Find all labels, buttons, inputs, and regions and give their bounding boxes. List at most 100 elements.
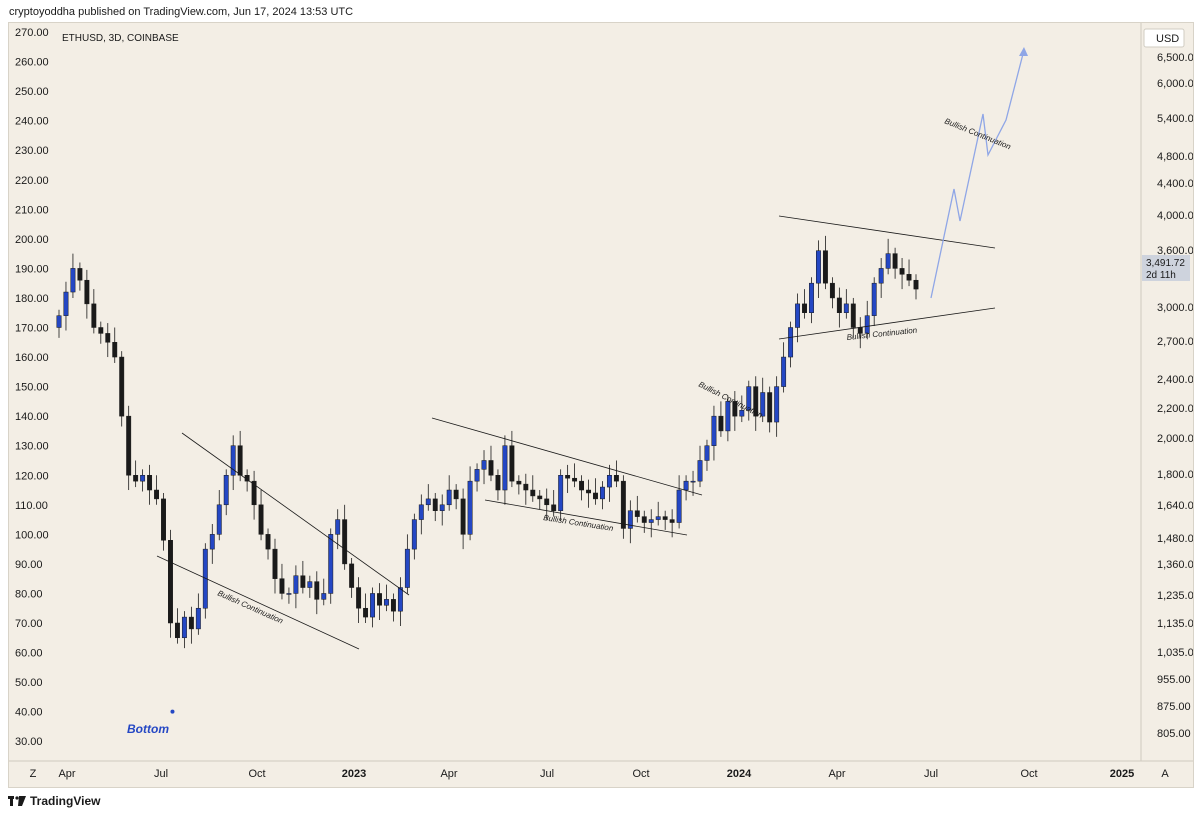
- candle-body: [230, 445, 236, 476]
- annotation-label: Bottom: [127, 722, 169, 736]
- candle-body: [676, 489, 682, 523]
- right-axis-tick: 2,700.00: [1157, 336, 1193, 348]
- bottom-marker-dot: [170, 709, 175, 714]
- left-axis-tick: 150.00: [15, 382, 49, 394]
- candle-body: [795, 303, 801, 328]
- candle-body: [732, 401, 738, 417]
- candle-body: [600, 486, 605, 500]
- trend-line: [181, 432, 410, 596]
- candle-body: [718, 415, 724, 432]
- candle-body: [377, 593, 382, 606]
- candle-body: [460, 498, 466, 535]
- candle-body: [711, 415, 717, 446]
- x-axis-tick: Z: [30, 768, 37, 780]
- candle-body: [878, 268, 884, 284]
- right-axis-tick: 4,000.00: [1157, 210, 1193, 222]
- candle-body: [746, 386, 752, 411]
- x-axis-tick: Jul: [154, 768, 168, 780]
- chart-frame[interactable]: 270.00 260.00 250.00 240.00 230.00 220.00 210.…: [8, 22, 1194, 788]
- candle-body: [98, 327, 104, 334]
- candle-body: [697, 460, 703, 482]
- candle-body: [843, 303, 849, 313]
- candle-body: [300, 575, 306, 588]
- candle-body: [272, 548, 278, 579]
- last-price-tag: [1142, 255, 1190, 281]
- candle-body: [335, 519, 341, 535]
- candle-body: [446, 489, 452, 506]
- trend-line: [778, 215, 996, 249]
- candle-body: [899, 268, 905, 275]
- left-axis-tick: 100.00: [15, 529, 49, 541]
- candle-body: [349, 563, 355, 588]
- candle-body: [739, 409, 745, 417]
- left-axis-tick: 190.00: [15, 263, 49, 275]
- candle-body: [181, 616, 187, 639]
- symbol-label: ETHUSD, 3D, COINBASE: [62, 33, 179, 44]
- left-axis-tick: 90.00: [15, 559, 43, 571]
- candle-body: [397, 587, 403, 612]
- right-axis-tick: 1,640.00: [1157, 500, 1193, 512]
- right-axis-tick: 1,135.00: [1157, 618, 1193, 630]
- x-axis-tick: 2025: [1110, 768, 1134, 780]
- candle-body: [704, 445, 710, 461]
- right-axis-tick: 1,235.00: [1157, 590, 1193, 602]
- price-chart[interactable]: 270.00 260.00 250.00 240.00 230.00 220.00 210.…: [9, 23, 1193, 787]
- candle-body: [328, 534, 334, 594]
- x-axis-tick: Jul: [924, 768, 938, 780]
- candle-body: [586, 489, 591, 494]
- candle-body: [634, 510, 640, 517]
- left-axis-tick: 230.00: [15, 145, 49, 157]
- candle-body: [753, 386, 759, 417]
- candle-body: [662, 516, 668, 520]
- left-axis-tick: 270.00: [15, 27, 49, 39]
- left-axis-tick: 160.00: [15, 352, 49, 364]
- candle-body: [502, 445, 508, 491]
- candle-body: [669, 519, 675, 523]
- candle-body: [725, 401, 731, 432]
- candle-body: [286, 593, 292, 595]
- candle-body: [425, 498, 431, 506]
- candle-body: [63, 291, 69, 316]
- right-axis-tick: 6,000.00: [1157, 78, 1193, 90]
- candle-body: [307, 581, 313, 588]
- candle-body: [816, 250, 821, 284]
- right-axis-tick: 2,000.00: [1157, 433, 1193, 445]
- candle-body: [237, 445, 243, 476]
- x-axis-tick: Oct: [248, 768, 265, 780]
- trend-line: [778, 307, 996, 340]
- tradingview-logo-icon: [8, 796, 26, 806]
- left-axis-tick: 50.00: [15, 677, 43, 689]
- candle-body: [216, 504, 222, 535]
- candle-body: [523, 483, 529, 491]
- right-axis-tick: 1,800.00: [1157, 469, 1193, 481]
- right-axis-tick: 1,360.00: [1157, 559, 1193, 571]
- x-axis-tick: Jul: [540, 768, 554, 780]
- x-axis-tick: Oct: [632, 768, 649, 780]
- left-axis-tick: 120.00: [15, 470, 49, 482]
- candle-body: [488, 460, 494, 476]
- candle-body: [906, 274, 912, 281]
- candle-body: [683, 480, 689, 491]
- candle-body: [641, 516, 647, 523]
- candle-body: [850, 303, 856, 328]
- left-axis-tick: 60.00: [15, 648, 43, 660]
- candle-body: [481, 460, 487, 470]
- candle-body: [613, 475, 619, 482]
- candle-body: [864, 315, 870, 334]
- annotation-label: Bullish Continuation: [216, 589, 285, 626]
- candle-body: [342, 519, 348, 565]
- candle-body: [140, 475, 146, 482]
- candle-body: [892, 253, 898, 269]
- candle-body: [321, 593, 327, 600]
- candle-body: [579, 480, 585, 491]
- candle-body: [209, 534, 215, 550]
- candle-body: [655, 516, 661, 520]
- candle-body: [836, 297, 842, 313]
- candle-body: [147, 475, 153, 491]
- candle-body: [453, 489, 459, 500]
- candle-body: [188, 616, 194, 630]
- right-axis-tick: 2,200.00: [1157, 403, 1193, 415]
- candle-body: [551, 504, 557, 511]
- left-axis-tick: 240.00: [15, 116, 49, 128]
- left-axis-tick: 180.00: [15, 293, 49, 305]
